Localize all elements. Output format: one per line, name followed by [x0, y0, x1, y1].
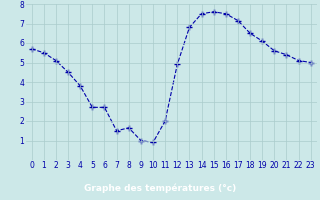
Text: Graphe des températures (°c): Graphe des températures (°c): [84, 184, 236, 193]
